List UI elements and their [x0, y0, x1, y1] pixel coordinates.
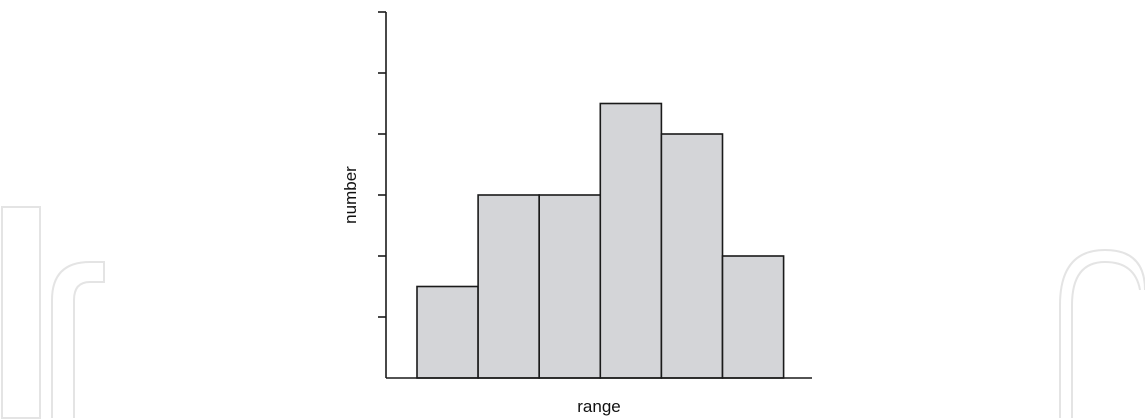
histogram-bar [721, 255, 785, 379]
histogram-bar [538, 194, 602, 379]
axes-group [378, 11, 812, 379]
histogram-bar [416, 285, 479, 379]
watermark-logo [1, 206, 1145, 419]
histogram-bar [660, 133, 724, 379]
y-axis-label: number [341, 166, 360, 224]
bars-group [416, 102, 785, 379]
y-ticks-group [378, 11, 386, 318]
histogram-bar [599, 102, 663, 379]
x-axis-label: range [577, 397, 620, 416]
histogram-bar [477, 194, 541, 379]
